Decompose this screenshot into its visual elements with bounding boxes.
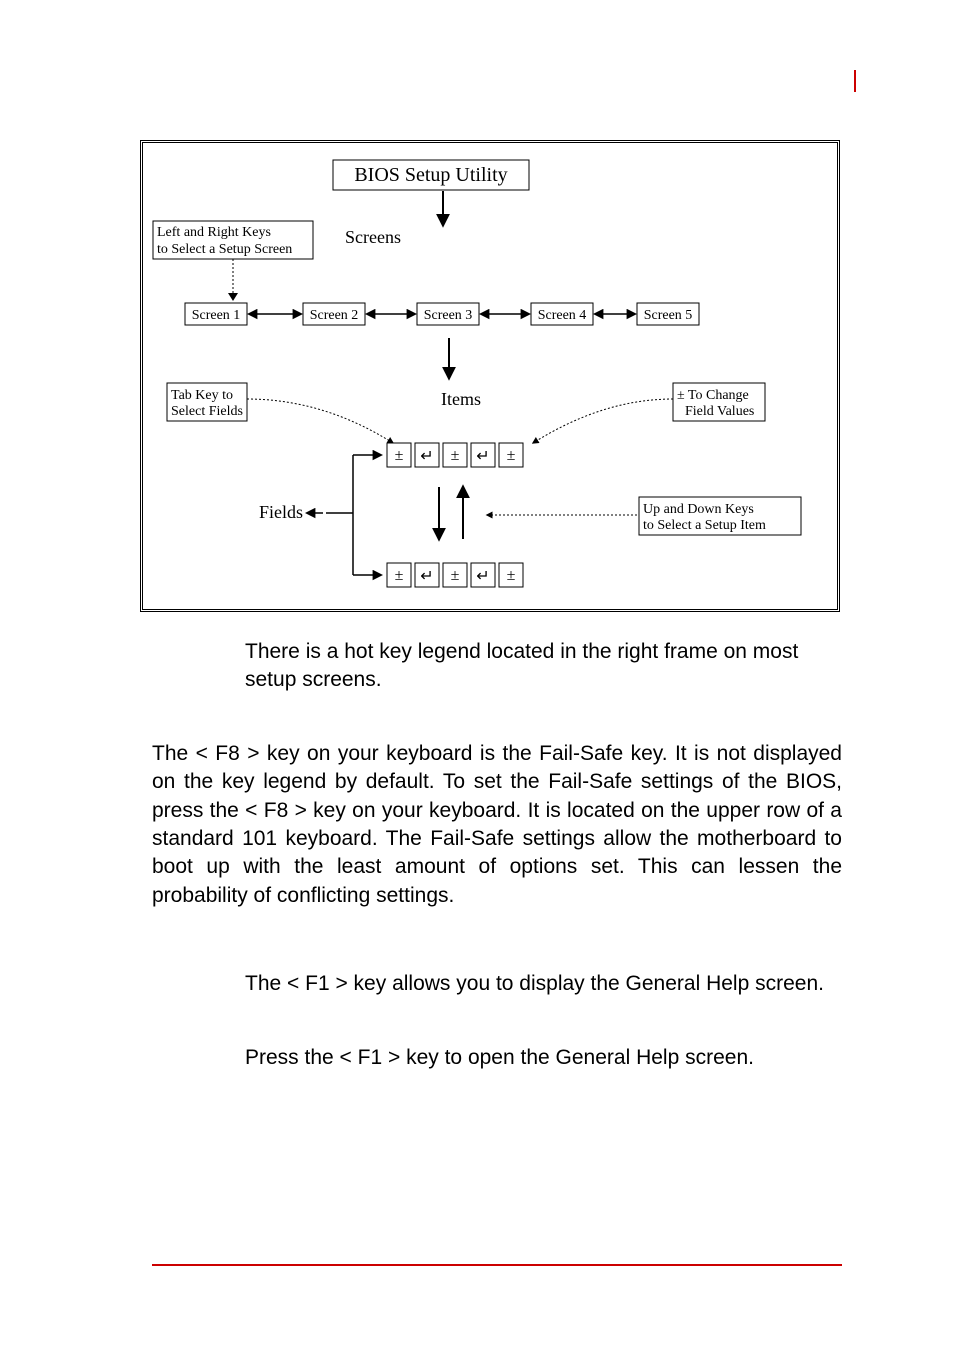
svg-text:↵: ↵ [420,448,433,465]
screens-label: Screens [345,227,401,247]
fields-row-1: ± ↵ ± ↵ ± [387,443,523,467]
paragraph-f1-help-1: The < F1 > key allows you to display the… [245,970,840,998]
svg-text:±: ± [451,447,460,464]
fields-row-2: ± ↵ ± ↵ ± [387,563,523,587]
svg-text:±: ± [395,567,404,584]
svg-text:±: ± [507,567,516,584]
lr-keys-line2: to Select a Setup Screen [157,242,292,257]
svg-text:↵: ↵ [476,448,489,465]
screen-2: Screen 2 [310,308,359,323]
paragraph-f1-help-2: Press the < F1 > key to open the General… [245,1044,840,1072]
footer-rule [152,1264,842,1266]
lr-keys-line1: Left and Right Keys [157,225,271,240]
pm-line2: Field Values [685,404,754,419]
tab-line1: Tab Key to [171,388,233,403]
diagram-frame: BIOS Setup Utility Left and Right Keys t… [140,140,840,612]
updown-line1: Up and Down Keys [643,502,754,517]
items-label: Items [441,389,481,409]
svg-text:↵: ↵ [476,568,489,585]
svg-text:±: ± [507,447,516,464]
dash-pm-to-items [533,399,673,443]
fields-label: Fields [259,502,303,522]
screen-3: Screen 3 [424,308,473,323]
dash-lr-arrowhead [228,293,238,301]
dash-tab-to-items [247,399,393,443]
paragraph-f8-failsafe: The < F8 > key on your keyboard is the F… [152,740,842,910]
title-text: BIOS Setup Utility [354,164,507,186]
svg-text:±: ± [451,567,460,584]
svg-text:↵: ↵ [420,568,433,585]
screen-boxes-row: Screen 1 Screen 2 Screen 3 Screen 4 Scre… [185,303,699,325]
screen-5: Screen 5 [644,308,693,323]
updown-line2: to Select a Setup Item [643,518,766,533]
pm-line1: ± To Change [677,388,749,403]
page: BIOS Setup Utility Left and Right Keys t… [0,0,954,1352]
tab-line2: Select Fields [171,404,243,419]
screen-1: Screen 1 [192,308,241,323]
paragraph-hotkey-legend: There is a hot key legend located in the… [245,638,840,695]
svg-text:±: ± [395,447,404,464]
screen-4: Screen 4 [538,308,587,323]
bios-navigation-diagram: BIOS Setup Utility Left and Right Keys t… [143,143,837,609]
text-cursor [854,70,856,92]
